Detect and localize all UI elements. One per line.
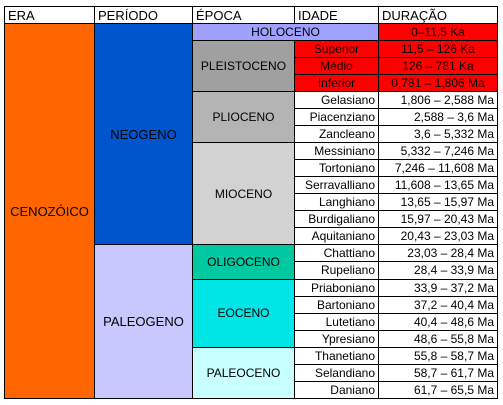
duration-superior: 11,5 – 126 Ka xyxy=(378,40,498,59)
header-idade: IDADE xyxy=(294,5,379,25)
age-zancleano: Zancleano xyxy=(294,125,379,144)
duration-langhiano: 13,65 – 15,97 Ma xyxy=(378,193,498,212)
duration-daniano: 61,7 – 65,5 Ma xyxy=(378,380,498,400)
duration-messiniano: 5,332 – 7,246 Ma xyxy=(378,142,498,161)
geologic-time-table: ERA PERÍODO ÉPOCA IDADE DURAÇÃO CENOZÓIC… xyxy=(4,5,498,400)
epoch-plioceno: PLIOCENO xyxy=(192,91,295,144)
period-paleogeno: PALEOGENO xyxy=(94,244,193,399)
epoch-pleistoceno: PLEISTOCENO xyxy=(192,40,295,93)
duration-selandiano: 58,7 – 61,7 Ma xyxy=(378,363,498,382)
age-bartoniano: Bartoniano xyxy=(294,295,379,314)
duration-burdigaliano: 15,97 – 20,43 Ma xyxy=(378,210,498,229)
epoch-paleoceno: PALEOCENO xyxy=(192,346,295,400)
duration-tortoniano: 7,246 – 11,608 Ma xyxy=(378,159,498,178)
age-gelasiano: Gelasiano xyxy=(294,91,379,110)
duration-rupeliano: 28,4 – 33,9 Ma xyxy=(378,261,498,280)
age-selandiano: Selandiano xyxy=(294,363,379,382)
epoch-holoceno: HOLOCENO xyxy=(192,23,379,42)
duration-aquitaniano: 20,43 – 23,03 Ma xyxy=(378,227,498,246)
age-piacenziano: Piacenziano xyxy=(294,108,379,127)
epoch-mioceno: MIOCENO xyxy=(192,142,295,246)
age-ypresiano: Ypresiano xyxy=(294,329,379,348)
age-thanetiano: Thanetiano xyxy=(294,346,379,365)
age-daniano: Daniano xyxy=(294,380,379,400)
epoch-oligoceno: OLIGOCENO xyxy=(192,244,295,280)
age-burdigaliano: Burdigaliano xyxy=(294,210,379,229)
duration-holoceno: 0–11,5 Ka xyxy=(378,23,498,42)
duration-inferior: 0,781 – 1,806 Ma xyxy=(378,74,498,93)
duration-gelasiano: 1,806 – 2,588 Ma xyxy=(378,91,498,110)
epoch-eoceno: EOCENO xyxy=(192,278,295,348)
age-priaboniano: Priaboniano xyxy=(294,278,379,297)
header-epoca: ÉPOCA xyxy=(192,5,295,25)
age-langhiano: Langhiano xyxy=(294,193,379,212)
age-inferior: Inferior xyxy=(294,74,379,93)
duration-ypresiano: 48,6 – 55,8 Ma xyxy=(378,329,498,348)
duration-zancleano: 3,6 – 5,332 Ma xyxy=(378,125,498,144)
header-periodo: PERÍODO xyxy=(94,5,193,25)
duration-priaboniano: 33,9 – 37,2 Ma xyxy=(378,278,498,297)
period-neogeno: NEOGENO xyxy=(94,23,193,246)
duration-chattiano: 23,03 – 28,4 Ma xyxy=(378,244,498,263)
duration-serravalliano: 11,608 – 13,65 Ma xyxy=(378,176,498,195)
age-tortoniano: Tortoniano xyxy=(294,159,379,178)
age-chattiano: Chattiano xyxy=(294,244,379,263)
age-rupeliano: Rupeliano xyxy=(294,261,379,280)
age-medio: Médio xyxy=(294,57,379,76)
header-row: ERA PERÍODO ÉPOCA IDADE DURAÇÃO xyxy=(4,5,498,25)
duration-bartoniano: 37,2 – 40,4 Ma xyxy=(378,295,498,314)
age-serravalliano: Serravalliano xyxy=(294,176,379,195)
age-lutetiano: Lutetiano xyxy=(294,312,379,331)
era-cenozoico: CENOZÓICO xyxy=(4,23,95,399)
duration-lutetiano: 40,4 – 48,6 Ma xyxy=(378,312,498,331)
age-aquitaniano: Aquitaniano xyxy=(294,227,379,246)
header-duracao: DURAÇÃO xyxy=(378,5,498,25)
age-superior: Superior xyxy=(294,40,379,59)
header-era: ERA xyxy=(4,5,95,25)
age-messiniano: Messiniano xyxy=(294,142,379,161)
duration-piacenziano: 2,588 – 3,6 Ma xyxy=(378,108,498,127)
duration-thanetiano: 55,8 – 58,7 Ma xyxy=(378,346,498,365)
duration-medio: 126 – 781 Ka xyxy=(378,57,498,76)
